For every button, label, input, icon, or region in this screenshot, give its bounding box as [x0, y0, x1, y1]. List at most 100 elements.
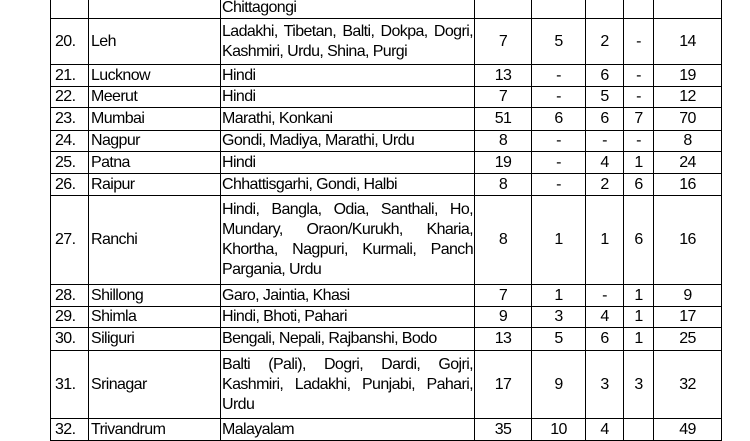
languages-cell: Chittagongi [220, 0, 475, 19]
count-cell-3: 6 [585, 64, 624, 87]
count-cell-1: 51 [474, 107, 532, 131]
table-row: 25. Patna Hindi 19-4 1 24 [50, 151, 722, 174]
count-cell-4: - [623, 130, 654, 152]
city-cell: Raipur [88, 173, 221, 196]
count-cell-1: 8 [474, 173, 532, 196]
count-cell-1: 7 [474, 86, 532, 108]
count-cell-2: - [531, 130, 586, 152]
count-cell-2: - [531, 64, 586, 87]
count-cell-2: 1 [531, 195, 586, 285]
count-cell-1: 13 [474, 64, 532, 87]
languages-cell: Hindi, Bangla, Odia, Santhali, Ho, Munda… [220, 195, 475, 285]
city-cell: Srinagar [88, 350, 221, 419]
city-cell: Leh [88, 18, 221, 65]
languages-cell: Gondi, Madiya, Marathi, Urdu [220, 130, 475, 152]
city-cell: Ranchi [88, 195, 221, 285]
count-cell-4: 3 [623, 350, 654, 419]
count-cell-4: - [623, 18, 654, 65]
city-cell: Shillong [88, 284, 221, 307]
city-cell: Siliguri [88, 327, 221, 351]
count-cell-1: 17 [474, 350, 532, 419]
count-cell-1: 9 [474, 306, 532, 328]
count-cell-3: - [585, 130, 624, 152]
city-cell: Nagpur [88, 130, 221, 152]
total-cell: 16 [653, 195, 722, 285]
row-number-cell: 21. [50, 64, 89, 87]
count-cell-1: 13 [474, 327, 532, 351]
total-cell: 70 [653, 107, 722, 131]
count-cell-2: - [531, 86, 586, 108]
languages-cell: Ladakhi, Tibetan, Balti, Dokpa, Dogri, K… [220, 18, 475, 65]
count-cell-3: 6 [585, 107, 624, 131]
table-row: 23. Mumbai Marathi, Konkani 51 6 6 7 70 [50, 107, 722, 131]
languages-cell: Chhattisgarhi, Gondi, Halbi [220, 173, 475, 196]
languages-cell: Bengali, Nepali, Rajbanshi, Bodo [220, 327, 475, 351]
row-number-cell: 23. [50, 107, 89, 131]
row-number-cell: 24. [50, 130, 89, 152]
count-cell-2: - [531, 173, 586, 196]
languages-cell: Hindi [220, 86, 475, 108]
total-cell: 14 [653, 18, 722, 65]
count-cell-2: 6 [531, 107, 586, 131]
count-cell-3: 3 [585, 350, 624, 419]
row-number-cell: 31. [50, 350, 89, 419]
row-number-cell: 30. [50, 327, 89, 351]
languages-cell: Balti (Pali), Dogri, Dardi, Gojri, Kashm… [220, 350, 475, 419]
total-cell: 8 [653, 130, 722, 152]
count-cell-2: 1 [531, 284, 586, 307]
count-cell-2: 5 [531, 327, 586, 351]
languages-cell: Hindi, Bhoti, Pahari [220, 306, 475, 328]
count-cell-4: 1 [623, 327, 654, 351]
total-cell: 24 [653, 151, 722, 174]
total-cell: 16 [653, 173, 722, 196]
table-row: 26. Raipur Chhattisgarhi, Gondi, Halbi 8-2 6… [50, 173, 722, 196]
total-cell: 9 [653, 284, 722, 307]
count-cell-4: 1 [623, 284, 654, 307]
count-cell-3: 1 [585, 195, 624, 285]
row-number-cell: 22. [50, 86, 89, 108]
table-row: 27. Ranchi Hindi, Bangla, Odia, Santhali, … [50, 195, 722, 285]
total-cell: 25 [653, 327, 722, 351]
table-row: 20. Leh Ladakhi, Tibetan, Balti, Dokpa, Do… [50, 18, 722, 65]
count-cell-3: 2 [585, 18, 624, 65]
city-cell: Mumbai [88, 107, 221, 131]
count-cell-2: 9 [531, 350, 586, 419]
count-cell-1: 8 [474, 195, 532, 285]
table-row: 31. Srinagar Balti (Pali), Dogri, Dardi, G… [50, 350, 722, 419]
count-cell-4: 6 [623, 173, 654, 196]
table-row: 30. Siliguri Bengali, Nepali, Rajbanshi, B… [50, 327, 722, 351]
languages-cell: Hindi [220, 151, 475, 174]
table-row: 22. Meerut Hindi 7-5-12 [50, 86, 722, 108]
table-row: 29. Shimla Hindi, Bhoti, Pahari 9 3 4 1 17 [50, 306, 722, 328]
total-cell: 32 [653, 350, 722, 419]
count-cell-1: 7 [474, 18, 532, 65]
city-cell: Patna [88, 151, 221, 174]
city-cell: Meerut [88, 86, 221, 108]
languages-cell: Hindi [220, 64, 475, 87]
total-cell: 17 [653, 306, 722, 328]
city-cell: Shimla [88, 306, 221, 328]
row-number-cell: 28. [50, 284, 89, 307]
row-number-cell: 26. [50, 173, 89, 196]
count-cell-2: 5 [531, 18, 586, 65]
row-number-cell: 27. [50, 195, 89, 285]
count-cell-4: 6 [623, 195, 654, 285]
total-cell: 19 [653, 64, 722, 87]
count-cell-3: 4 [585, 151, 624, 174]
count-cell-2: - [531, 151, 586, 174]
table-row-partial: Chittagongi [50, 0, 722, 19]
count-cell-4: 7 [623, 107, 654, 131]
row-number-cell: 29. [50, 306, 89, 328]
count-cell-3: - [585, 284, 624, 307]
city-cell: Lucknow [88, 64, 221, 87]
count-cell-4: 1 [623, 151, 654, 174]
count-cell-4: 1 [623, 306, 654, 328]
count-cell-4: - [623, 86, 654, 108]
count-cell-4: - [623, 64, 654, 87]
count-cell-3: 6 [585, 327, 624, 351]
total-cell: 12 [653, 86, 722, 108]
languages-cell: Garo, Jaintia, Khasi [220, 284, 475, 307]
count-cell-2: 3 [531, 306, 586, 328]
languages-cell: Marathi, Konkani [220, 107, 475, 131]
count-cell-1: 7 [474, 284, 532, 307]
